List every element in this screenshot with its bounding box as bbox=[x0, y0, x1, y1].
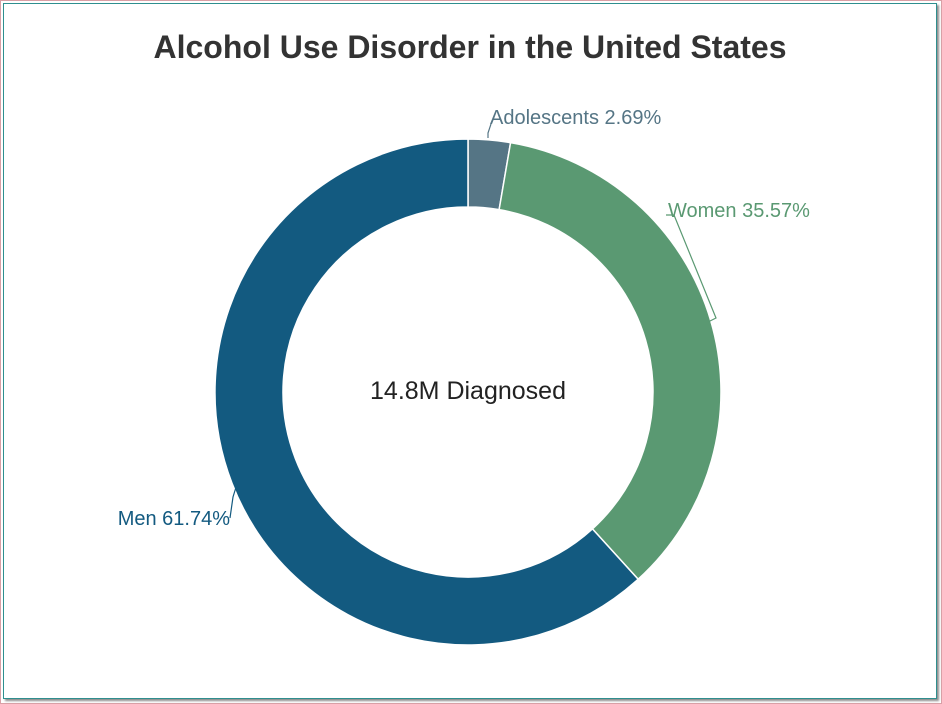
slice-label-adolescents: Adolescents 2.69% bbox=[490, 107, 661, 129]
slice-labels: Adolescents 2.69% Women 35.57% Men 61.74% bbox=[118, 107, 810, 530]
center-label: 14.8M Diagnosed bbox=[370, 377, 566, 405]
slice-label-men: Men 61.74% bbox=[118, 508, 231, 530]
chart-title: Alcohol Use Disorder in the United State… bbox=[154, 29, 787, 65]
slice-women bbox=[498, 141, 722, 581]
leader-line-women bbox=[666, 214, 717, 323]
donut-slices bbox=[214, 138, 722, 646]
slice-men bbox=[214, 138, 640, 646]
leader-line-adolescents bbox=[487, 123, 492, 138]
slice-label-women: Women 35.57% bbox=[668, 200, 810, 222]
leader-line-men bbox=[229, 483, 238, 519]
